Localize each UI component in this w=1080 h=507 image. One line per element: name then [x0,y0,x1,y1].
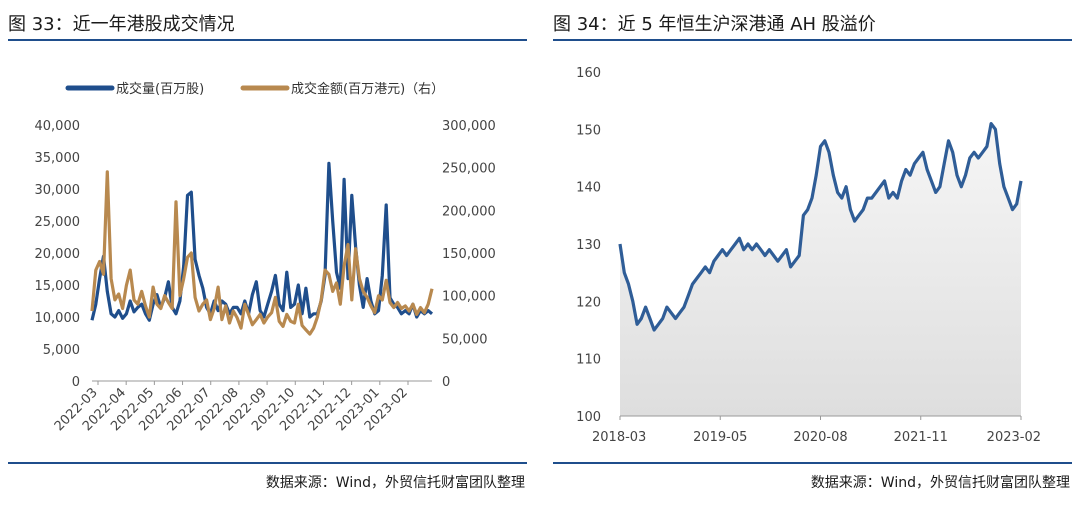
title-rule [553,39,1072,41]
y-tick-label: 140 [576,181,601,196]
y-tick-label: 130 [576,238,601,253]
y-right-tick-label: 300,000 [442,119,496,134]
source-rule [8,462,527,464]
x-tick-label: 2019-05 [693,430,747,445]
y-right-tick-label: 100,000 [442,290,496,305]
x-tick-label: 2021-11 [894,430,948,445]
figure-34-panel: 图 34：近 5 年恒生沪深港通 AH 股溢价 100 110 120 130 140 1… [545,0,1080,507]
y-tick-label: 110 [576,353,601,368]
source-rule [553,462,1072,464]
y-left-tick-label: 15,000 [35,279,81,294]
source-note: 数据来源：Wind，外贸信托财富团队整理 [265,475,525,491]
y-right-tick-label: 150,000 [442,247,496,262]
y-tick-label: 150 [576,123,601,138]
y-left-tick-label: 30,000 [35,183,81,198]
ah-premium-chart: 100 110 120 130 140 150 160 2018-03 2019-05 2020-… [576,66,1041,445]
legend-label-turnover: 成交金额(百万港元)（右） [291,81,444,97]
y-tick-label: 120 [576,295,601,310]
y-right-tick-label: 250,000 [442,162,496,177]
y-left-tick-label: 20,000 [35,247,81,262]
y-left-tick-label: 35,000 [35,151,81,166]
y-left-tick-label: 25,000 [35,215,81,230]
y-left-tick-label: 5,000 [43,343,80,358]
x-tick-label: 2018-03 [592,430,646,445]
y-tick-label: 100 [576,410,601,425]
y-right-tick-label: 200,000 [442,204,496,219]
x-tick-label: 2023-02 [987,430,1041,445]
y-left-tick-label: 0 [72,375,80,390]
figure-title: 图 33：近一年港股成交情况 [8,14,235,35]
y-right-tick-label: 0 [442,375,450,390]
legend-label-volume: 成交量(百万股) [116,81,204,97]
y-right-tick-label: 50,000 [442,332,488,347]
series-ah-premium-area [620,123,1021,416]
hk-volume-turnover-chart: 成交量(百万股) 成交金额(百万港元)（右） 0 5,000 10,000 15,000 2… [35,81,496,434]
title-rule [8,39,527,41]
y-left-tick-label: 10,000 [35,311,81,326]
y-left-tick-label: 40,000 [35,119,81,134]
series-ah-premium-line [618,121,1023,332]
source-note: 数据来源：Wind，外贸信托财富团队整理 [810,475,1070,491]
chart-legend: 成交量(百万股) 成交金额(百万港元)（右） [65,81,444,97]
figure-title: 图 34：近 5 年恒生沪深港通 AH 股溢价 [553,14,876,35]
figure-33-panel: 图 33：近一年港股成交情况 成交量(百万股) 成交金额(百万港元)（右） 0 5,0… [0,0,535,507]
x-tick-label: 2020-08 [793,430,847,445]
y-tick-label: 160 [576,66,601,81]
series-turnover-line [90,170,434,336]
